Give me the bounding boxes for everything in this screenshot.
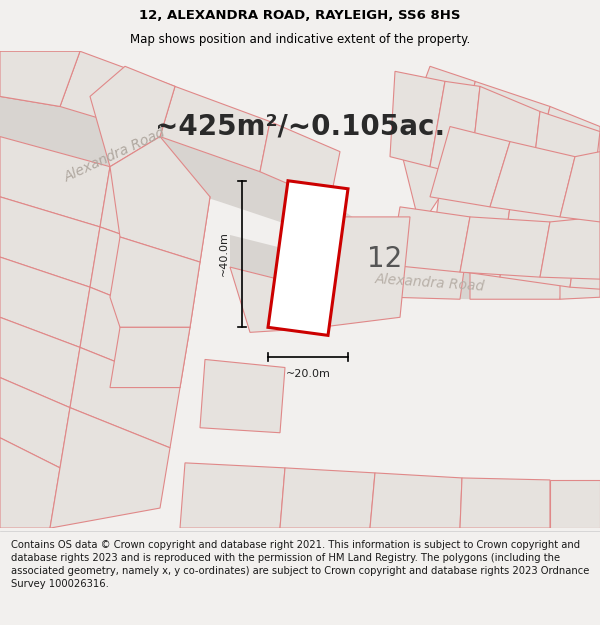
Polygon shape <box>80 287 190 388</box>
Text: ~20.0m: ~20.0m <box>286 369 331 379</box>
Polygon shape <box>90 227 200 328</box>
Polygon shape <box>60 51 175 137</box>
Polygon shape <box>470 227 570 299</box>
Polygon shape <box>460 478 550 528</box>
Polygon shape <box>390 222 470 299</box>
Polygon shape <box>500 207 580 287</box>
Polygon shape <box>370 473 462 528</box>
Polygon shape <box>430 126 510 207</box>
Polygon shape <box>200 359 285 432</box>
Polygon shape <box>470 86 540 197</box>
Polygon shape <box>430 187 510 277</box>
Polygon shape <box>560 152 600 222</box>
Polygon shape <box>110 328 190 388</box>
Polygon shape <box>570 217 600 289</box>
Polygon shape <box>280 468 375 528</box>
Polygon shape <box>160 86 270 172</box>
Text: Contains OS data © Crown copyright and database right 2021. This information is : Contains OS data © Crown copyright and d… <box>11 540 589 589</box>
Polygon shape <box>390 207 470 272</box>
Polygon shape <box>260 121 340 202</box>
Polygon shape <box>400 66 475 227</box>
Polygon shape <box>0 137 110 227</box>
Polygon shape <box>540 217 600 279</box>
Polygon shape <box>460 81 550 187</box>
Polygon shape <box>230 267 330 332</box>
Polygon shape <box>520 187 600 299</box>
Polygon shape <box>0 438 60 528</box>
Polygon shape <box>460 217 550 277</box>
Text: Map shows position and indicative extent of the property.: Map shows position and indicative extent… <box>130 34 470 46</box>
Polygon shape <box>0 96 360 247</box>
Polygon shape <box>0 378 70 468</box>
Polygon shape <box>430 81 480 177</box>
Polygon shape <box>550 480 600 528</box>
Polygon shape <box>70 348 180 448</box>
Polygon shape <box>90 66 175 167</box>
Text: Alexandra Road: Alexandra Road <box>374 272 485 294</box>
Polygon shape <box>0 318 80 408</box>
Polygon shape <box>0 51 80 106</box>
Text: ~425m²/~0.105ac.: ~425m²/~0.105ac. <box>155 112 445 141</box>
Text: 12: 12 <box>367 245 403 273</box>
Polygon shape <box>180 463 285 528</box>
Polygon shape <box>100 167 210 262</box>
Polygon shape <box>490 142 575 217</box>
Text: ~40.0m: ~40.0m <box>219 232 229 276</box>
Polygon shape <box>50 408 170 528</box>
Text: Alexandra Road: Alexandra Road <box>62 125 168 184</box>
Polygon shape <box>110 137 210 262</box>
Polygon shape <box>268 181 348 336</box>
Polygon shape <box>0 197 100 287</box>
Polygon shape <box>530 106 600 207</box>
Polygon shape <box>390 71 445 167</box>
Polygon shape <box>110 237 200 328</box>
Polygon shape <box>0 51 80 106</box>
Polygon shape <box>320 217 410 328</box>
Polygon shape <box>0 257 90 348</box>
Text: 12, ALEXANDRA ROAD, RAYLEIGH, SS6 8HS: 12, ALEXANDRA ROAD, RAYLEIGH, SS6 8HS <box>139 9 461 22</box>
Polygon shape <box>230 235 600 299</box>
Polygon shape <box>530 111 600 217</box>
